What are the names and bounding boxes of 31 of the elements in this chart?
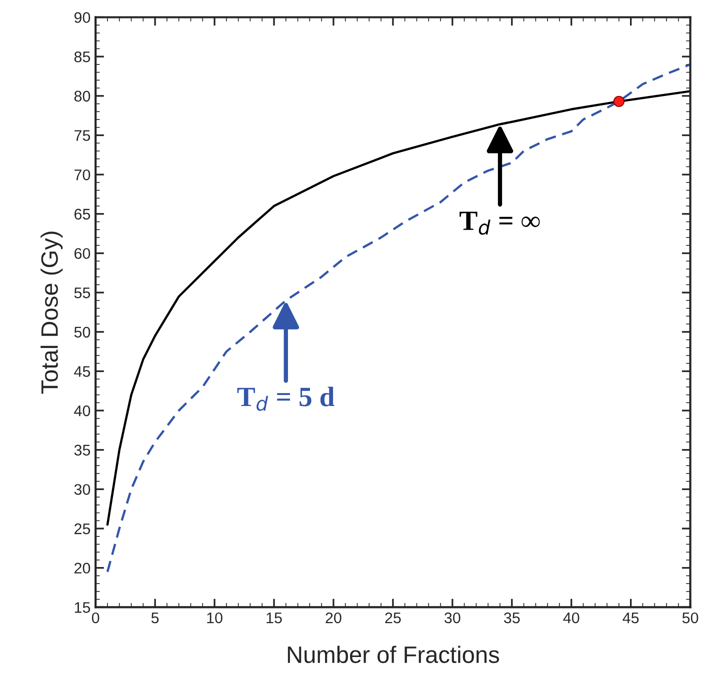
- y-tick-label: 50: [74, 326, 90, 338]
- y-axis-title: Total Dose (Gy): [40, 232, 63, 394]
- y-tick-label: 25: [74, 523, 90, 534]
- y-tick-label: 35: [74, 444, 90, 456]
- y-tick-label: 15: [74, 602, 90, 613]
- x-tick-label: 15: [266, 612, 282, 624]
- y-tick-label: 80: [74, 90, 90, 102]
- y-tick-label: 60: [74, 248, 90, 259]
- annotation: T$_{d}$ = ∞: [460, 212, 540, 235]
- x-tick-label: 0: [92, 612, 100, 624]
- x-tick-label: 5: [151, 612, 159, 624]
- x-tick-label: 25: [385, 612, 401, 624]
- y-tick-label: 85: [74, 51, 90, 62]
- x-tick-label: 10: [207, 612, 222, 624]
- x-axis-title: Number of Fractions: [288, 646, 500, 664]
- y-tick-label: 65: [74, 208, 90, 220]
- x-tick-label: 30: [444, 612, 460, 624]
- y-tick-label: 90: [74, 12, 90, 23]
- y-tick-label: 30: [74, 484, 90, 495]
- x-tick-label: 50: [682, 612, 698, 624]
- x-tick-label: 35: [504, 612, 520, 624]
- y-tick-label: 45: [74, 366, 90, 377]
- y-tick-label: 70: [74, 169, 90, 180]
- y-tick-label: 75: [74, 130, 90, 141]
- annotation: T$_{d}$ = 5 d: [237, 386, 334, 411]
- y-tick-label: 55: [74, 288, 90, 298]
- y-tick-label: 40: [74, 405, 90, 416]
- x-tick-label: 40: [563, 612, 580, 624]
- x-tick-label: 20: [326, 612, 342, 624]
- y-tick-label: 20: [74, 562, 90, 574]
- x-tick-label: 45: [622, 612, 639, 624]
